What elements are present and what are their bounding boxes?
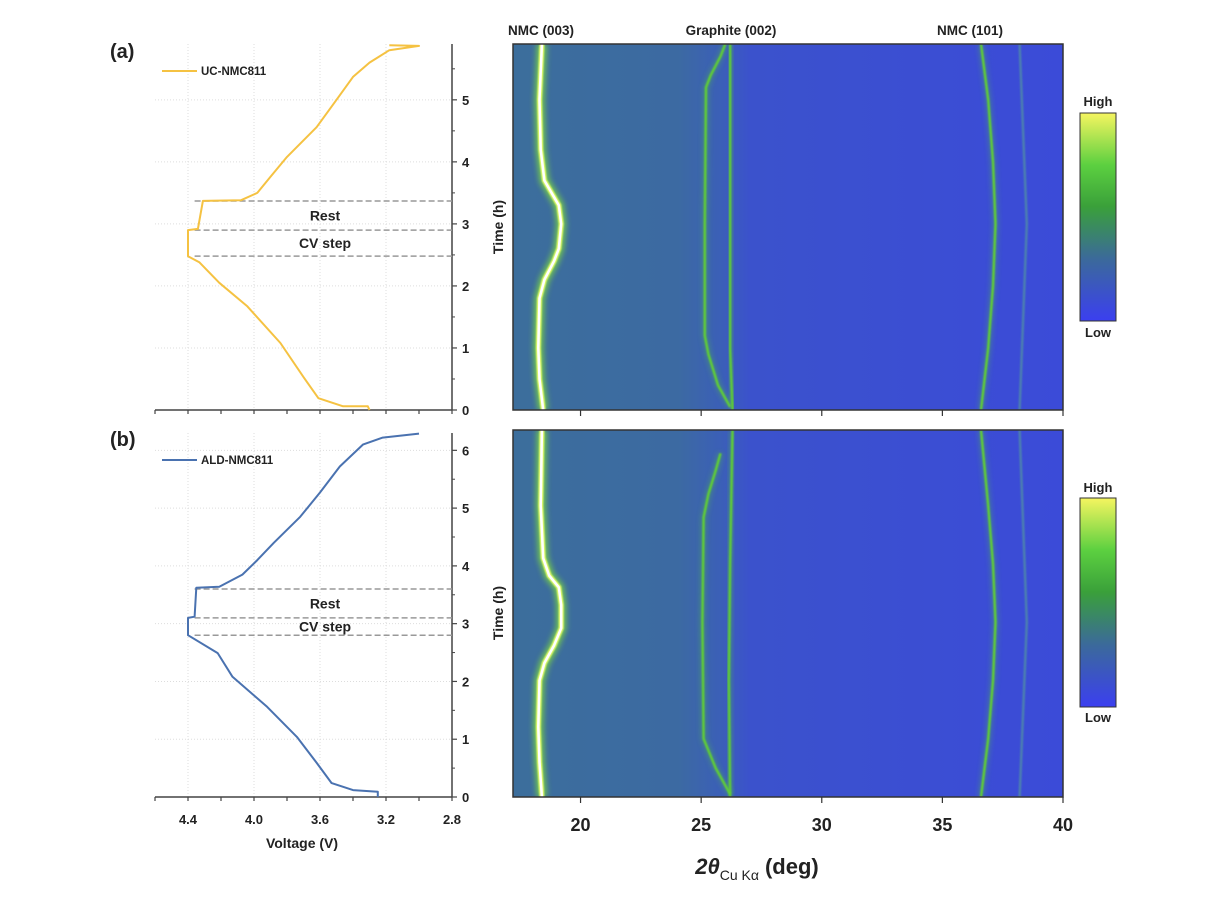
voltage-curve-a: [187, 44, 420, 411]
peak-trace: [703, 44, 732, 408]
x-tick-label: 3.2: [377, 812, 395, 827]
chart-layer: 0 1 2 3 4 5 Rest CV step UC-NMC811 0 1 2 3 4 5 6 4.4 4.0 3…: [154, 43, 1073, 835]
peak-trace-faint: [1018, 44, 1029, 410]
x-tick-label: 20: [571, 815, 591, 835]
time-axis-label-a: Time (h): [490, 200, 506, 254]
two-theta-symbol: 2θ: [694, 854, 720, 879]
y-tick-label: 6: [462, 443, 469, 458]
legend-label: ALD-NMC811: [201, 455, 274, 467]
panel-label-b: (b): [110, 429, 136, 451]
x-tick-label: 4.0: [245, 812, 263, 827]
y-tick-label: 2: [462, 674, 469, 689]
x-tick-label: 40: [1053, 815, 1073, 835]
heatmap-background: [513, 430, 1063, 797]
y-tick-label: 5: [462, 501, 469, 516]
heatmap-a: [513, 44, 1063, 410]
peak-trace: [537, 44, 563, 410]
y-tick-label: 4: [462, 155, 470, 170]
y-tick-label: 1: [462, 341, 469, 356]
y-tick-label: 2: [462, 279, 469, 294]
peak-trace: [537, 430, 563, 797]
peak-label-graphite002: Graphite (002): [686, 23, 777, 38]
panel-label-a: (a): [110, 41, 134, 63]
peak-label-nmc003: NMC (003): [508, 23, 574, 38]
peak-trace: [728, 44, 734, 410]
y-tick-label: 1: [462, 732, 469, 747]
y-tick-label: 5: [462, 93, 469, 108]
heatmap-background: [513, 44, 1063, 410]
colorbar-high-label-b: High: [1084, 480, 1113, 495]
heatmap-frame: [512, 429, 1064, 798]
cv-step-label: CV step: [299, 235, 351, 251]
x-tick-label: 25: [691, 815, 711, 835]
y-tick-label: 3: [462, 617, 469, 632]
two-theta-subscript: Cu Kα: [720, 867, 759, 883]
voltage-curve-b: [187, 432, 420, 797]
two-theta-axis-label: 2θCu Kα (deg): [694, 854, 819, 883]
peak-trace: [979, 430, 997, 797]
colorbar-b: [1079, 497, 1117, 708]
peak-trace-faint: [1018, 430, 1029, 797]
y-tick-label: 4: [462, 559, 470, 574]
x-tick-label: 30: [812, 815, 832, 835]
heatmap-frame: [512, 43, 1064, 411]
colorbar-a: [1079, 112, 1117, 322]
rest-label: Rest: [310, 595, 341, 611]
voltage-axis-label: Voltage (V): [266, 835, 338, 851]
y-tick-label: 0: [462, 403, 469, 418]
peak-label-nmc101: NMC (101): [937, 23, 1003, 38]
two-theta-unit: (deg): [765, 854, 819, 879]
heatmap-b: [513, 430, 1063, 797]
legend-label: UC-NMC811: [201, 66, 267, 78]
peak-trace: [701, 452, 732, 795]
y-tick-label: 0: [462, 790, 469, 805]
colorbar-high-label-a: High: [1084, 94, 1113, 109]
x-tick-label: 2.8: [443, 812, 461, 827]
cv-step-label: CV step: [299, 619, 351, 635]
peak-trace: [727, 430, 734, 797]
x-tick-label: 3.6: [311, 812, 329, 827]
peak-trace: [979, 44, 997, 410]
time-axis-label-b: Time (h): [490, 586, 506, 640]
y-tick-label: 3: [462, 217, 469, 232]
colorbar-low-label-b: Low: [1085, 710, 1112, 725]
colorbar-low-label-a: Low: [1085, 325, 1112, 340]
x-tick-label: 4.4: [179, 812, 198, 827]
rest-label: Rest: [310, 208, 341, 224]
x-tick-label: 35: [932, 815, 952, 835]
